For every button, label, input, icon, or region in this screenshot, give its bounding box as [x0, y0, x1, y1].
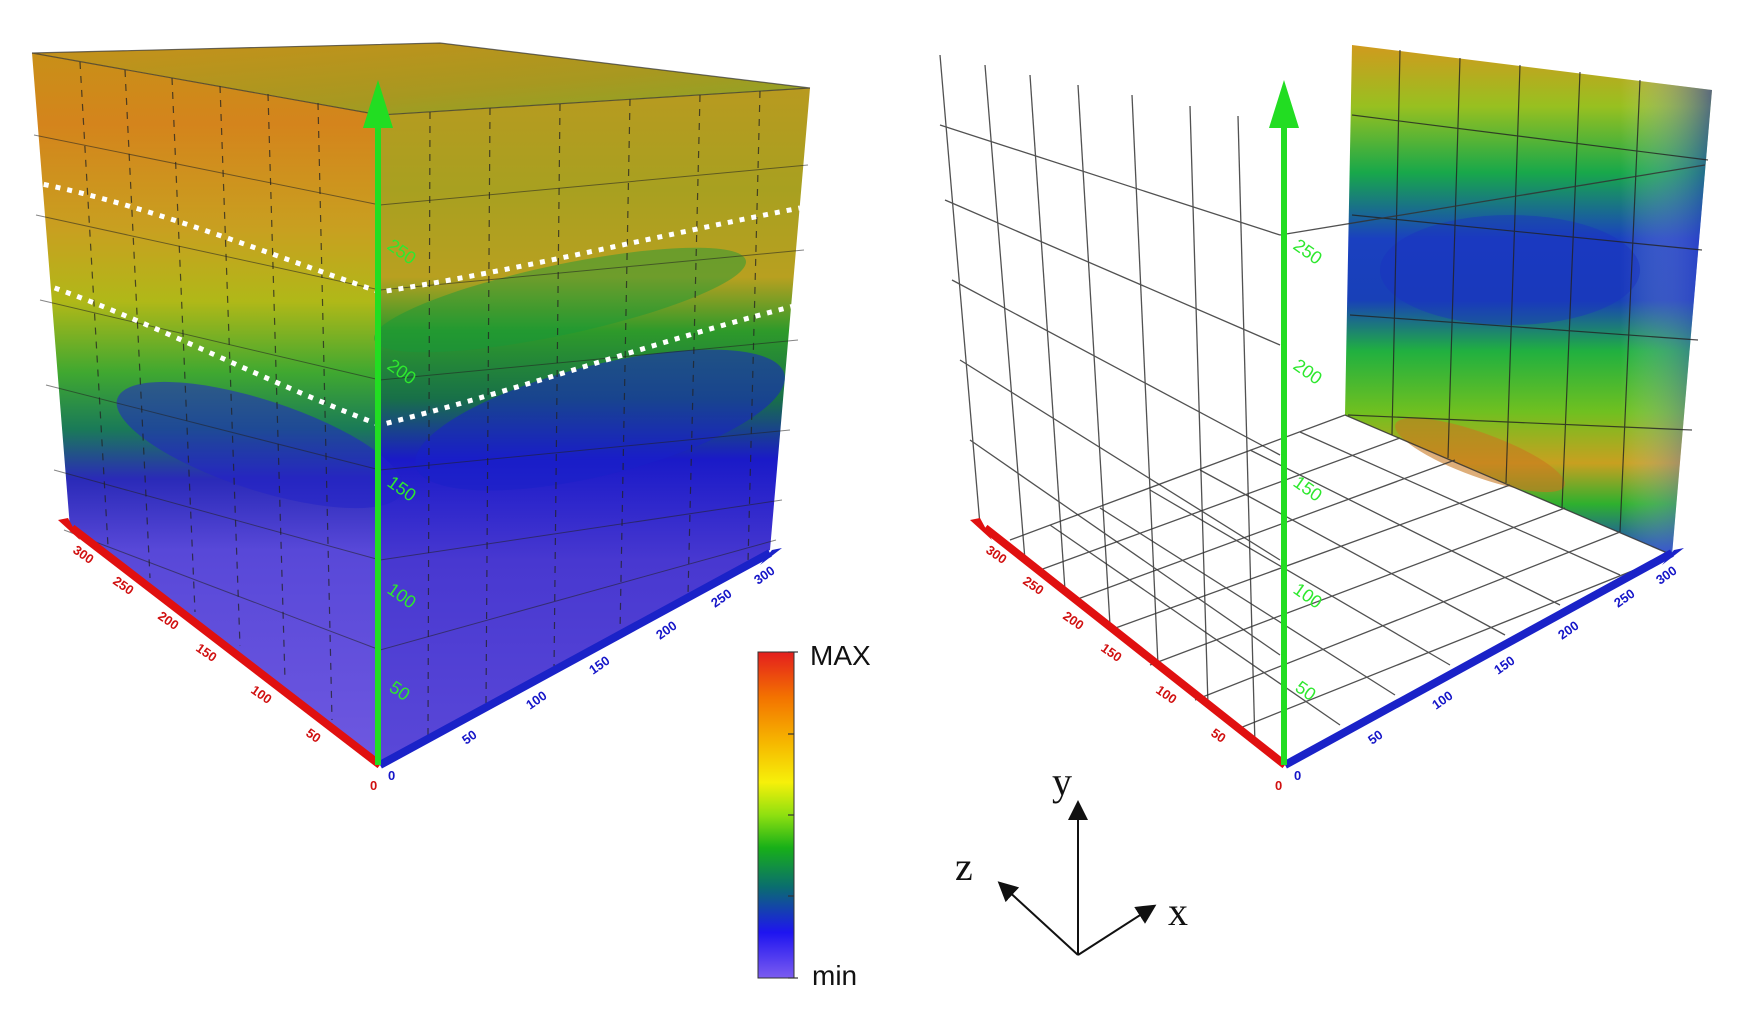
colorbar-max-label: MAX	[810, 640, 871, 671]
z-tick-label: 100	[1153, 682, 1179, 707]
right-face-grid-horizontal	[379, 164, 809, 651]
right-face-blue-band	[415, 349, 785, 491]
slice-blue-region	[1380, 215, 1640, 325]
triad-x-arrow	[1077, 904, 1157, 956]
left-face-grid-horizontal	[33, 134, 381, 651]
orientation-triad	[997, 800, 1157, 956]
wire-grid-left	[939, 54, 1706, 746]
right-x-axis	[1283, 549, 1674, 769]
right-face-grid	[427, 90, 761, 736]
left-x-axis-arrowhead	[760, 548, 782, 565]
y-tick-label: 100	[1290, 579, 1326, 613]
z-tick-label: 50	[1208, 725, 1228, 746]
x-tick-label: 300	[1653, 563, 1679, 588]
layer-boundary-upper	[31, 179, 801, 295]
x-tick-label: 250	[708, 586, 734, 611]
z-tick-label: 0	[1275, 778, 1282, 793]
right-z-axis	[982, 524, 1288, 769]
z-tick-label: 150	[1098, 640, 1124, 665]
z-tick-label: 50	[303, 725, 323, 746]
z-tick-label: 200	[1060, 608, 1086, 633]
triad-z-arrow	[997, 881, 1079, 956]
x-tick-label: 100	[1429, 688, 1455, 713]
layer-boundary-lower	[31, 277, 799, 428]
right-face-green-band	[374, 247, 746, 353]
x-tick-label: 100	[523, 688, 549, 713]
x-tick-label: 250	[1611, 586, 1637, 611]
colorbar-ticks	[788, 651, 798, 979]
x-tick-label: 150	[1491, 653, 1517, 678]
left-face-blue-band	[116, 381, 404, 509]
x-tick-label: 0	[1294, 768, 1301, 783]
left-y-axis-arrowhead	[363, 80, 393, 128]
x-tick-label: 150	[586, 653, 612, 678]
y-tick-label: 200	[1290, 355, 1326, 389]
z-tick-label: 0	[370, 778, 377, 793]
right-z-tick-labels: 0 50 100 150 200 250 300	[983, 542, 1282, 793]
right-y-tick-labels: 50 100 150 200 250	[1290, 235, 1326, 705]
left-x-axis	[378, 549, 772, 769]
x-tick-label: 200	[1555, 618, 1581, 643]
z-tick-label: 150	[193, 640, 219, 665]
slice-grid	[1347, 49, 1709, 533]
right-x-axis-arrowhead	[1662, 548, 1684, 565]
x-tick-label: 50	[459, 727, 479, 748]
right-y-axis-arrowhead	[1269, 80, 1299, 128]
right-x-tick-labels: 0 50 100 150 200 250 300	[1294, 563, 1679, 783]
triad-x-label: x	[1168, 889, 1188, 934]
x-tick-label: 50	[1365, 727, 1385, 748]
left-cube-top-face	[32, 43, 810, 115]
triad-z-label: z	[955, 844, 973, 889]
y-tick-label: 250	[1290, 235, 1326, 269]
x-tick-label: 300	[751, 563, 777, 588]
left-cube-view: 50 100 150 200 250 0 50 100 150 200 250 …	[31, 42, 811, 793]
colorbar-min-label: min	[812, 960, 857, 991]
wire-grid-floor	[1009, 414, 1673, 731]
colorbar: MAX min	[757, 640, 871, 991]
left-z-axis	[69, 524, 383, 769]
x-tick-label: 0	[388, 768, 395, 783]
y-tick-label: 50	[1292, 677, 1320, 705]
right-grid-view: 50 100 150 200 250 0 50 100 150 200 250 …	[939, 45, 1712, 793]
triad-y-label: y	[1052, 759, 1072, 804]
right-z-axis-arrowhead	[970, 518, 992, 540]
slice-orange-region	[1395, 417, 1565, 493]
left-z-axis-arrowhead	[58, 518, 80, 540]
x-tick-label: 200	[653, 618, 679, 643]
